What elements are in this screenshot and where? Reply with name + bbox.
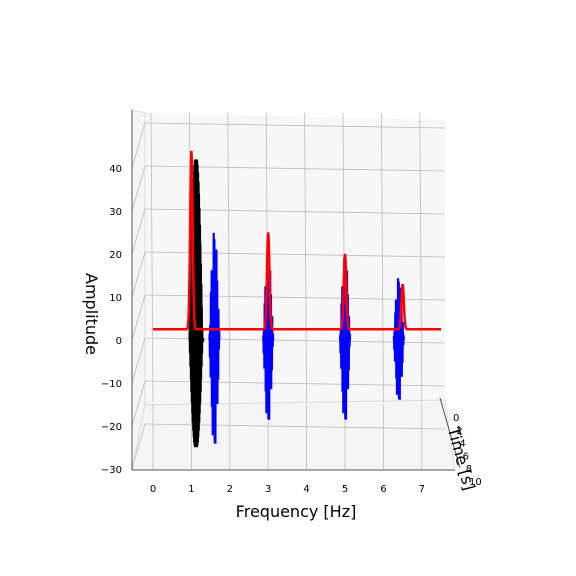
x-tick-label: 1 [188, 484, 194, 495]
x-gridline [419, 112, 423, 403]
spectrum-line [153, 150, 441, 331]
y-tick-label: 0 [116, 336, 122, 347]
y-gridline [144, 122, 446, 129]
floor-pane [131, 399, 456, 471]
z-tick-label: 2 [456, 426, 462, 437]
z-tick-label: 6 [463, 451, 469, 462]
y-tick-label: 30 [109, 207, 122, 218]
x-tick-label: 6 [380, 484, 386, 495]
x-gridline [227, 112, 231, 403]
y-tick-label: −10 [101, 379, 122, 390]
time-signal-burst [392, 278, 405, 400]
x-tick-label: 7 [419, 484, 425, 495]
y-gridline-side [131, 380, 146, 427]
y-tick-label: −20 [101, 422, 122, 433]
z-tick-label: 4 [459, 439, 465, 450]
x-tick-label: 3 [265, 484, 271, 495]
z-tick-label: 0 [453, 413, 459, 424]
y-gridline-side [131, 294, 146, 341]
axis-panes [131, 109, 456, 471]
x-axis-label: Frequency [Hz] [236, 502, 357, 521]
x-tick-label: 4 [303, 484, 309, 495]
y-tick-label: 40 [109, 164, 122, 175]
y-tick-label: 20 [109, 250, 122, 261]
x-tick-label: 2 [227, 484, 233, 495]
x-gridline [150, 112, 154, 403]
x-gridline [304, 112, 307, 403]
y-gridline-side [131, 423, 146, 470]
y-gridline-side [131, 165, 146, 212]
y-gridline-side [131, 122, 146, 169]
z-tick-label: 8 [466, 464, 472, 475]
data-series [153, 150, 441, 448]
x-gridline [381, 112, 384, 403]
time-signal-burst [208, 232, 221, 444]
y-gridline-side [131, 208, 146, 255]
x-tick-label: 0 [150, 484, 156, 495]
y-gridline-side [131, 251, 146, 298]
y-tick-label: 10 [109, 293, 122, 304]
z-tick-label: 10 [469, 477, 482, 488]
z-axis-line [439, 397, 461, 469]
y-tick-label: −30 [101, 465, 122, 476]
y-gridline-side [131, 337, 146, 384]
x-tick-label: 5 [342, 484, 348, 495]
y-axis-label: Amplitude [82, 273, 101, 355]
black-signal-burst [188, 159, 205, 448]
